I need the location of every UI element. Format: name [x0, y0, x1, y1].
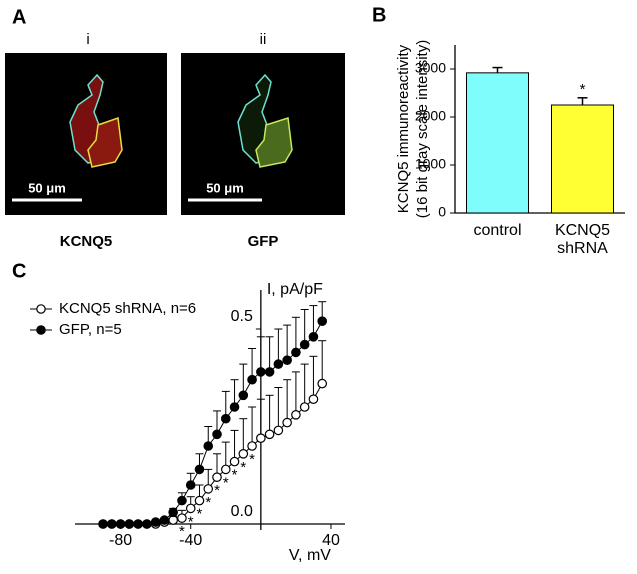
legend-marker [36, 304, 46, 314]
legend-marker [36, 325, 46, 335]
y-tick-label: 2000 [415, 108, 446, 124]
data-point [115, 519, 126, 529]
data-point [124, 519, 135, 529]
data-point [247, 441, 257, 451]
data-point [264, 367, 275, 377]
significance-label: * [179, 523, 185, 540]
x-tick-label: shRNA [557, 240, 608, 257]
data-point [291, 347, 301, 358]
image-title: ii [260, 31, 267, 48]
data-point [238, 448, 249, 459]
y-tick-label: 0.5 [231, 308, 253, 325]
data-point [203, 441, 214, 451]
data-point [150, 517, 161, 527]
significance-label: * [240, 459, 246, 476]
y-axis-label: (16 bit gray scale intensity) [414, 40, 431, 218]
data-point [177, 513, 187, 523]
significance-label: * [214, 482, 220, 499]
x-tick-label: -40 [179, 532, 202, 549]
data-point [168, 507, 178, 518]
y-tick-label: 0 [438, 204, 446, 220]
scale-bar-label: 50 μm [28, 180, 66, 195]
data-point [159, 515, 170, 525]
series-line [103, 383, 323, 525]
panel-label: C [12, 260, 26, 282]
data-point [256, 433, 266, 443]
data-point [256, 367, 266, 377]
panel-label: A [12, 6, 26, 28]
data-point [212, 472, 222, 482]
legend-label: GFP, n=5 [59, 321, 122, 338]
significance-label: * [223, 474, 229, 491]
data-point [308, 394, 319, 404]
legend-label: KCNQ5 shRNA, n=6 [59, 300, 196, 317]
data-point [238, 390, 249, 401]
image-caption: KCNQ5 [60, 233, 113, 250]
data-point [317, 316, 328, 326]
x-tick-label: 40 [322, 532, 340, 549]
y-axis-label: KCNQ5 immunoreactivity [395, 44, 412, 213]
data-point [282, 355, 292, 365]
micrograph: 50 μm [5, 53, 167, 215]
data-point [299, 339, 310, 350]
y-tick-label: 1000 [415, 156, 446, 172]
scale-bar-label: 50 μm [206, 180, 244, 195]
image-title: i [86, 31, 89, 48]
data-point [229, 456, 240, 467]
image-caption: GFP [248, 233, 279, 250]
data-point [177, 495, 187, 506]
data-point [229, 402, 240, 412]
bar [466, 72, 529, 214]
data-point [299, 402, 310, 412]
data-point [185, 503, 196, 514]
bar [551, 104, 614, 214]
x-axis-label: V, mV [289, 547, 331, 564]
data-point [203, 484, 214, 494]
data-point [220, 413, 231, 424]
data-point [317, 378, 328, 389]
significance-label: * [249, 451, 255, 468]
data-point [107, 519, 117, 529]
micrograph: 50 μm [181, 53, 345, 215]
data-point [98, 519, 108, 529]
y-tick-label: 3000 [415, 60, 446, 76]
data-point [282, 417, 292, 428]
data-point [212, 429, 222, 440]
x-tick-label: KCNQ5 [555, 222, 610, 239]
significance-label: * [188, 513, 194, 530]
data-point [194, 495, 205, 506]
data-point [142, 519, 152, 529]
significance-label: * [232, 467, 238, 484]
data-point [264, 429, 275, 440]
data-point [291, 409, 301, 420]
data-point [185, 480, 196, 490]
panel-label: B [372, 4, 386, 26]
y-axis-label: I, pA/pF [267, 281, 323, 298]
significance-label: * [205, 494, 211, 511]
significance-label: * [580, 81, 586, 98]
data-point [308, 331, 319, 342]
data-point [194, 464, 205, 475]
data-point [220, 464, 231, 475]
data-point [168, 515, 178, 525]
significance-label: * [197, 506, 203, 523]
y-tick-label: 0.0 [231, 503, 253, 520]
data-point [133, 519, 143, 529]
data-point [273, 359, 284, 369]
x-tick-label: -80 [109, 532, 132, 549]
data-point [247, 374, 257, 385]
data-point [273, 425, 284, 436]
x-tick-label: control [473, 222, 521, 239]
